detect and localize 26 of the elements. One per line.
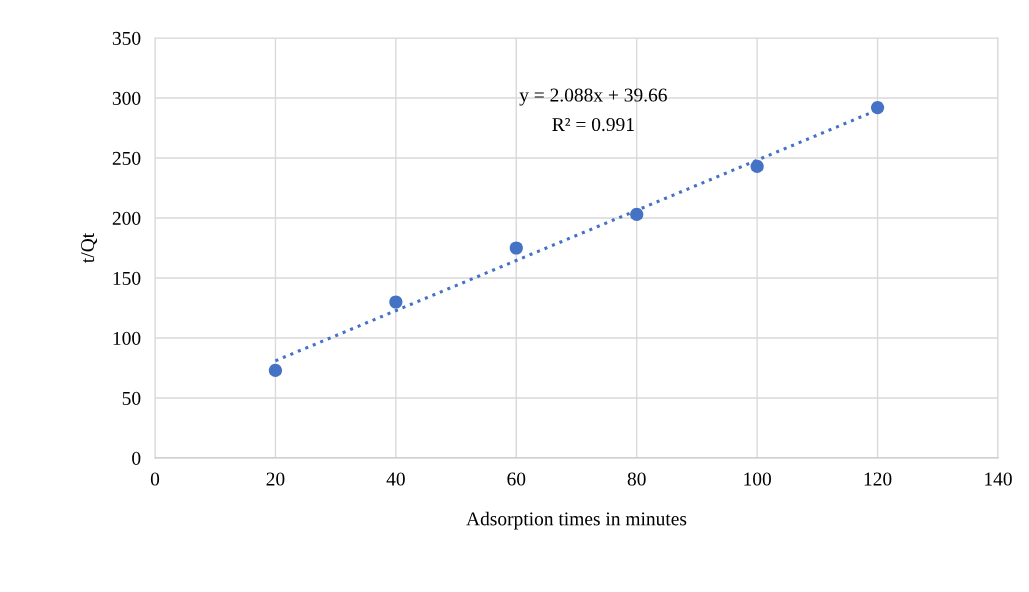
point [389,295,403,309]
annotation: R² = 0.991 [552,117,634,132]
y-tick-label: 250 [112,151,141,165]
y-tick-label: 50 [122,391,141,405]
y-tick-label: 350 [112,31,141,45]
x-axis-title: Adsorption times in minutes [466,511,687,530]
point [750,159,764,173]
x-tick-label: 80 [627,472,646,486]
y-tick-label: 200 [112,211,141,225]
x-tick-label: 60 [507,472,526,486]
y-tick-label: 100 [113,331,141,345]
x-tick-label: 140 [985,472,1012,486]
point [870,101,885,115]
y-tick-label: 150 [113,271,141,285]
point [630,207,644,221]
y-tick-label: 0 [132,451,141,465]
point [509,241,523,255]
x-tick-label: 100 [744,472,771,486]
x-tick-label: 20 [266,472,285,486]
y-tick-label: 300 [112,91,141,105]
x-tick-label: 40 [386,472,405,486]
x-tick-label: 0 [150,472,160,486]
y-axis-title: t/Qt [81,232,98,263]
x-tick-label: 120 [864,472,892,486]
point [268,363,283,377]
annotation: y = 2.088x + 39.66 [519,88,667,106]
